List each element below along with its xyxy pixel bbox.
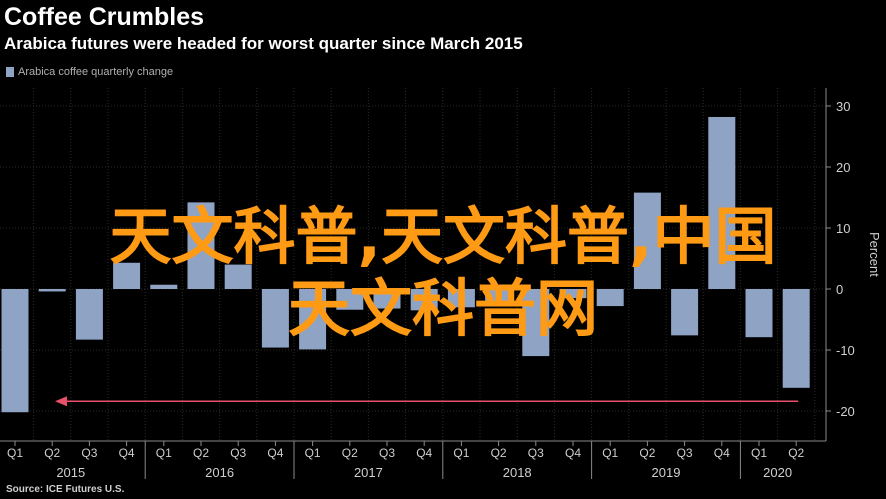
bar <box>708 116 736 289</box>
x-tick-label: Q4 <box>119 446 135 460</box>
x-tick-label: Q3 <box>528 446 544 460</box>
x-tick-label: Q1 <box>7 446 23 460</box>
bar <box>150 284 178 289</box>
legend-swatch <box>6 67 14 77</box>
bar <box>559 289 587 299</box>
x-tick-label: Q3 <box>677 446 693 460</box>
x-tick-label: Q2 <box>491 446 507 460</box>
x-tick-label: Q1 <box>156 446 172 460</box>
bar <box>522 289 550 357</box>
y-tick-label: 10 <box>836 221 850 236</box>
x-tick-label: Q1 <box>305 446 321 460</box>
chart-subtitle: Arabica futures were headed for worst qu… <box>4 34 523 53</box>
x-tick-label: Q1 <box>751 446 767 460</box>
bar <box>745 289 773 338</box>
year-label: 2020 <box>763 465 792 480</box>
annotation-arrowhead <box>55 396 67 407</box>
x-tick-label: Q2 <box>342 446 358 460</box>
x-tick-label: Q2 <box>193 446 209 460</box>
bar <box>1 289 29 413</box>
x-tick-label: Q4 <box>267 446 283 460</box>
bar <box>410 289 438 311</box>
x-tick-label: Q3 <box>379 446 395 460</box>
x-tick-label: Q4 <box>714 446 730 460</box>
x-tick-label: Q1 <box>453 446 469 460</box>
bar <box>75 289 103 340</box>
x-tick-label: Q3 <box>230 446 246 460</box>
year-label: 2018 <box>503 465 532 480</box>
bar <box>373 289 401 309</box>
y-axis-title: Percent <box>867 232 882 277</box>
year-label: 2019 <box>652 465 681 480</box>
x-tick-label: Q2 <box>44 446 60 460</box>
bar <box>299 289 327 350</box>
x-tick-label: Q1 <box>602 446 618 460</box>
x-tick-label: Q4 <box>416 446 432 460</box>
bar <box>336 289 364 310</box>
bar <box>187 202 215 289</box>
year-label: 2016 <box>205 465 234 480</box>
bar <box>633 192 661 289</box>
year-label: 2015 <box>56 465 85 480</box>
y-tick-label: 20 <box>836 160 850 175</box>
watermark-line-1: 天文科普,天文科普,中国 <box>109 200 777 273</box>
bar <box>113 262 141 289</box>
source-note: Source: ICE Futures U.S. <box>6 484 125 495</box>
bar <box>782 289 810 388</box>
legend: Arabica coffee quarterly change <box>6 66 173 78</box>
bar <box>261 289 289 348</box>
bar <box>38 289 66 292</box>
bar <box>485 289 513 305</box>
y-tick-label: -20 <box>836 404 855 419</box>
bar <box>224 264 252 289</box>
x-tick-label: Q2 <box>788 446 804 460</box>
y-tick-label: 30 <box>836 99 850 114</box>
legend-label: Arabica coffee quarterly change <box>18 66 174 78</box>
x-tick-label: Q3 <box>81 446 97 460</box>
bar <box>671 289 699 336</box>
bar <box>596 289 624 307</box>
chart-title: Coffee Crumbles <box>4 3 205 31</box>
y-tick-label: 0 <box>836 282 843 297</box>
x-tick-label: Q2 <box>639 446 655 460</box>
bar <box>447 289 475 308</box>
year-label: 2017 <box>354 465 383 480</box>
y-tick-label: -10 <box>836 343 855 358</box>
watermark-line-2: 天文科普网 <box>287 272 598 345</box>
x-tick-label: Q4 <box>565 446 581 460</box>
